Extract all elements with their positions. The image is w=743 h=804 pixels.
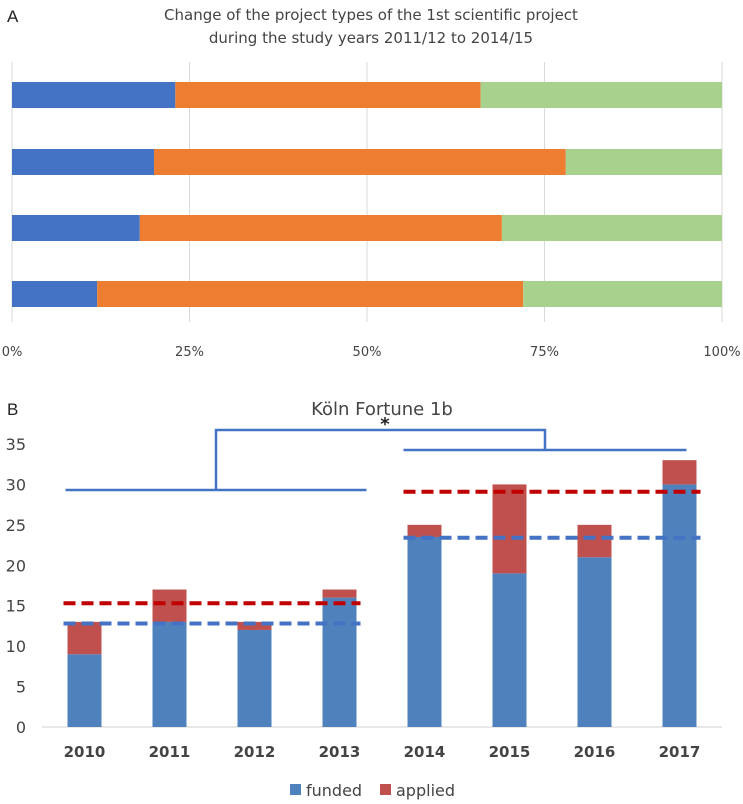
chart-b-y-tick-label: 10 [6, 637, 26, 656]
chart-b-bar-funded [577, 557, 612, 727]
chart-a-bar-segment [480, 82, 722, 108]
chart-b-x-tick-label: 2016 [574, 743, 616, 761]
chart-b-bar-applied [322, 589, 357, 598]
chart-a-bar-segment [501, 215, 722, 241]
chart-b-y-tick-label: 20 [6, 556, 26, 575]
legend-swatch-applied [380, 784, 391, 795]
chart-a-bar-segment [12, 82, 176, 108]
chart-b-y-tick-label: 15 [6, 597, 26, 616]
panel-b-label: B [7, 400, 18, 419]
chart-b-bar-applied [67, 621, 102, 655]
legend-swatch-funded [290, 784, 301, 795]
chart-b-x-tick-label: 2015 [489, 743, 531, 761]
chart-b-x-tick-label: 2014 [404, 743, 446, 761]
legend-label-funded: funded [306, 781, 362, 800]
chart-b-bar-funded [67, 654, 102, 727]
chart-a-x-tick-label: 0% [2, 345, 23, 360]
chart-b-bar-funded [662, 484, 697, 727]
chart-a-bar-segment [523, 281, 722, 307]
chart-a-bar-segment [175, 82, 481, 108]
chart-a-x-tick-label: 50% [353, 345, 382, 360]
chart-b-bar-funded [152, 621, 187, 727]
chart-a-bar-segment [12, 281, 98, 307]
legend-label-applied: applied [396, 781, 455, 800]
chart-a-bar-segment [154, 149, 566, 175]
chart-a-x-tick-label: 75% [530, 345, 559, 360]
chart-b-bar-applied [577, 524, 612, 558]
panel-a-label: A [7, 7, 19, 26]
chart-b-bar-applied [237, 621, 272, 630]
chart-b-y-tick-label: 35 [6, 435, 26, 454]
chart-a-bar-segment [565, 149, 722, 175]
chart-a-x-tick-label: 100% [703, 345, 740, 360]
chart-b-x-tick-label: 2013 [319, 743, 361, 761]
chart-a-bar-segment [139, 215, 502, 241]
chart-b-x-tick-label: 2010 [64, 743, 106, 761]
chart-b-y-tick-label: 25 [6, 516, 26, 535]
chart-b-x-tick-label: 2017 [659, 743, 701, 761]
chart-b-bar-applied [492, 484, 527, 574]
chart-a-x-tick-label: 25% [175, 345, 204, 360]
chart-b-y-tick-label: 5 [16, 678, 26, 697]
chart-a-bar-segment [12, 149, 154, 175]
chart-b-x-tick-label: 2012 [234, 743, 276, 761]
significance-bracket [214, 428, 547, 490]
chart-b-bar-funded [492, 573, 527, 727]
chart-b-title: Köln Fortune 1b [311, 399, 453, 420]
chart-b-bar-funded [237, 629, 272, 727]
chart-a: 0% 25% 50% 75% 100% [2, 62, 741, 360]
chart-a-title-line1: Change of the project types of the 1st s… [164, 6, 578, 24]
chart-b-bar-applied [152, 589, 187, 622]
chart-b-bar-funded [407, 536, 442, 727]
significance-marker: * [380, 414, 390, 435]
chart-a-title-line2: during the study years 2011/12 to 2014/1… [209, 29, 533, 47]
chart-b-y-tick-label: 0 [16, 718, 26, 737]
chart-b-y-tick-label: 30 [6, 475, 26, 494]
chart-b-bar-applied [662, 460, 697, 485]
chart-b: 0 5 10 15 20 25 30 35 2010 2011 2012 2013 2014 2015 20… [6, 428, 722, 761]
chart-b-x-tick-label: 2011 [149, 743, 191, 761]
chart-b-bar-applied [407, 524, 442, 537]
chart-a-bar-segment [12, 215, 140, 241]
chart-b-bar-funded [322, 597, 357, 727]
chart-a-bar-segment [97, 281, 524, 307]
